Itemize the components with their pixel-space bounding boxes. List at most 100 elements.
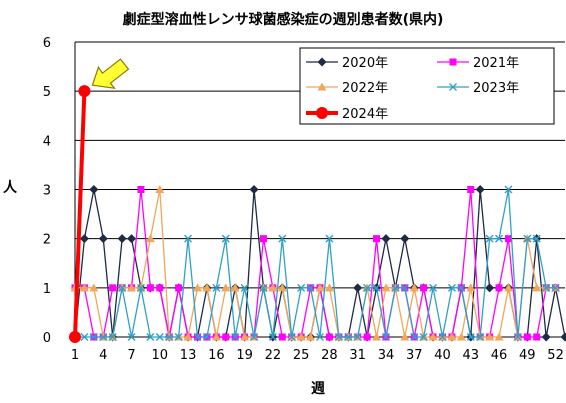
data-point bbox=[202, 283, 212, 292]
data-point bbox=[222, 333, 230, 341]
legend-label: 2021年 bbox=[473, 56, 519, 71]
data-point bbox=[447, 283, 456, 292]
data-point bbox=[165, 333, 174, 341]
data-point bbox=[278, 333, 286, 341]
data-point bbox=[268, 283, 278, 292]
x-tick-label: 31 bbox=[349, 348, 366, 363]
data-point bbox=[419, 333, 428, 341]
data-point bbox=[259, 235, 267, 243]
data-point bbox=[212, 283, 221, 292]
data-point bbox=[80, 333, 89, 341]
series-2021年 bbox=[71, 186, 560, 341]
data-point bbox=[156, 284, 164, 292]
data-point bbox=[127, 234, 137, 244]
data-point bbox=[456, 332, 466, 341]
data-point bbox=[466, 333, 475, 341]
legend-marker bbox=[317, 57, 327, 67]
x-tick-label: 22 bbox=[265, 348, 282, 363]
y-tick-label: 3 bbox=[43, 184, 51, 199]
data-point bbox=[221, 283, 231, 292]
data-point bbox=[532, 234, 541, 243]
data-point bbox=[400, 234, 410, 244]
x-tick-label: 40 bbox=[434, 348, 451, 363]
x-tick-label: 49 bbox=[519, 348, 536, 363]
y-tick-label: 6 bbox=[43, 36, 51, 51]
x-tick-label: 52 bbox=[547, 348, 564, 363]
y-tick-label: 4 bbox=[43, 134, 51, 149]
data-point bbox=[504, 185, 513, 194]
legend-label: 2024年 bbox=[342, 107, 388, 122]
series-line bbox=[75, 188, 556, 338]
series-line bbox=[73, 91, 87, 338]
x-tick-label: 34 bbox=[378, 348, 395, 363]
legend: 2020年 2021年 2022年 2023年 2024年 bbox=[299, 47, 555, 125]
legend-label: 2023年 bbox=[473, 81, 519, 96]
x-tick-label: 1 bbox=[71, 348, 79, 363]
data-point bbox=[296, 332, 306, 341]
x-tick-label: 46 bbox=[491, 348, 508, 363]
series-2024年 bbox=[69, 85, 91, 343]
data-point bbox=[278, 234, 287, 243]
series-line bbox=[75, 188, 556, 338]
data-point bbox=[108, 333, 117, 341]
data-point bbox=[476, 333, 485, 341]
data-point bbox=[429, 283, 438, 292]
data-point bbox=[495, 234, 504, 243]
x-tick-label: 19 bbox=[236, 348, 253, 363]
x-tick-label: 28 bbox=[321, 348, 338, 363]
x-axis-label: 週 bbox=[311, 381, 325, 397]
data-point bbox=[353, 333, 362, 341]
legend-marker bbox=[316, 107, 328, 119]
legend-item: 2020年 bbox=[306, 56, 388, 71]
legend-label: 2020年 bbox=[342, 56, 388, 71]
legend-item: 2023年 bbox=[437, 81, 519, 96]
data-point bbox=[175, 284, 183, 292]
data-point bbox=[344, 333, 353, 341]
x-tick-label: 43 bbox=[462, 348, 479, 363]
y-tick-label: 2 bbox=[43, 233, 51, 248]
data-point bbox=[69, 331, 81, 343]
data-point bbox=[287, 333, 296, 341]
data-point bbox=[259, 283, 268, 292]
data-point bbox=[136, 283, 145, 292]
data-point bbox=[155, 333, 164, 341]
x-tick-label: 16 bbox=[208, 348, 225, 363]
data-point bbox=[89, 283, 99, 292]
x-tick-label: 10 bbox=[152, 348, 169, 363]
data-point bbox=[551, 283, 560, 292]
data-point bbox=[98, 234, 108, 244]
data-point bbox=[193, 283, 202, 292]
data-point bbox=[325, 234, 334, 243]
data-point bbox=[457, 283, 466, 292]
data-point bbox=[400, 332, 410, 341]
data-point bbox=[306, 283, 315, 292]
data-point bbox=[277, 283, 287, 292]
data-point bbox=[89, 333, 98, 341]
data-point bbox=[127, 333, 136, 341]
chart-title: 劇症型溶血性レンサ球菌感染症の週別患者数(県内) bbox=[123, 11, 444, 28]
data-point bbox=[494, 332, 504, 341]
data-point bbox=[438, 333, 447, 341]
data-point bbox=[117, 234, 127, 244]
data-point bbox=[202, 333, 211, 341]
data-point bbox=[523, 333, 531, 341]
data-point bbox=[523, 234, 532, 243]
data-point bbox=[78, 85, 91, 98]
data-point bbox=[381, 333, 390, 341]
data-point bbox=[79, 234, 89, 244]
data-point bbox=[306, 332, 316, 341]
series-2020年 bbox=[70, 185, 566, 342]
data-point bbox=[334, 333, 343, 341]
data-point bbox=[391, 283, 400, 292]
data-point bbox=[363, 283, 372, 292]
data-point bbox=[240, 283, 249, 292]
data-point bbox=[174, 333, 183, 341]
data-point bbox=[146, 284, 154, 292]
data-point bbox=[428, 332, 438, 341]
data-point bbox=[240, 332, 250, 341]
data-point bbox=[315, 283, 325, 292]
legend-marker bbox=[449, 83, 457, 91]
data-point bbox=[145, 234, 155, 243]
data-point bbox=[353, 283, 363, 293]
